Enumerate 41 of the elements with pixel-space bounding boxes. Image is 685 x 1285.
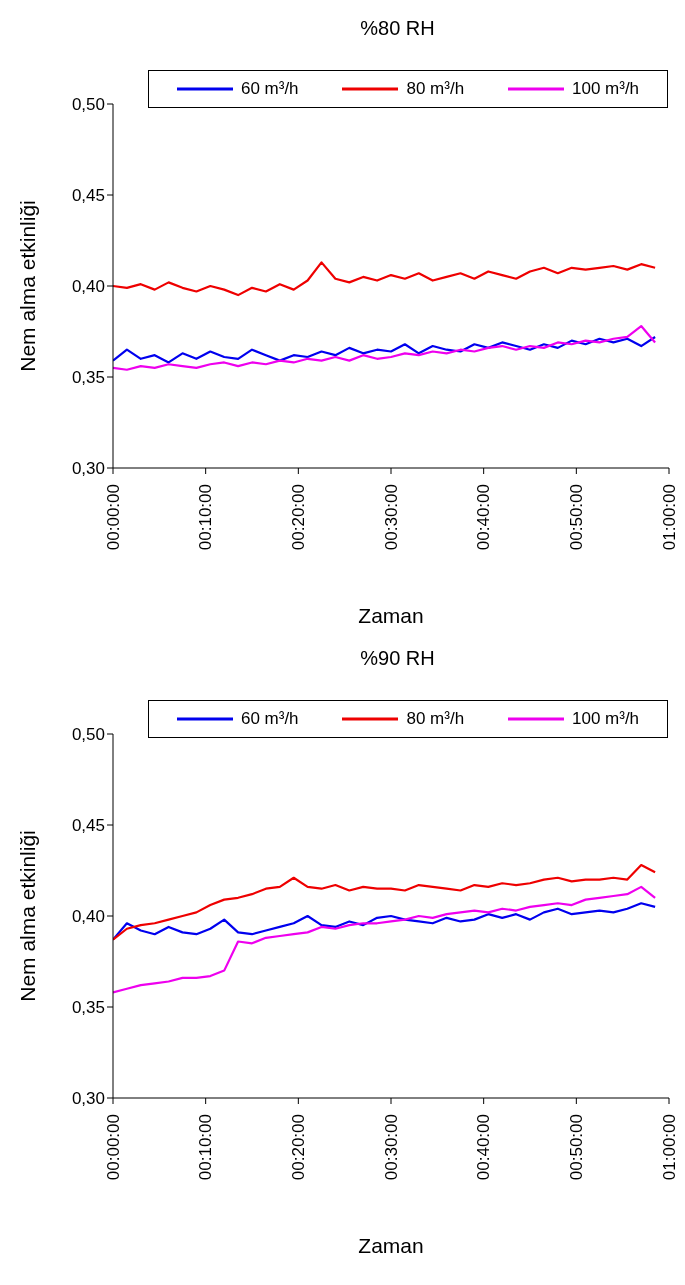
y-tick-label: 0,30 <box>71 459 105 479</box>
x-tick-label: 00:10:00 <box>196 1114 216 1181</box>
x-tick-label: 01:00:00 <box>659 1114 679 1181</box>
x-tick-label: 00:50:00 <box>566 1114 586 1181</box>
legend-label: 80 m³/h <box>406 709 465 729</box>
y-tick-label: 0,50 <box>71 95 105 115</box>
y-tick-label: 0,40 <box>71 277 105 297</box>
legend-label: 80 m³/h <box>406 79 465 99</box>
y-tick-label: 0,40 <box>71 907 105 927</box>
x-tick-label: 00:20:00 <box>288 1114 308 1181</box>
line-series <box>113 885 657 994</box>
legend-label: 100 m³/h <box>571 79 640 99</box>
y-tick-label: 0,35 <box>71 998 105 1018</box>
x-tick-label: 00:40:00 <box>474 1114 494 1181</box>
x-tick-label: 00:30:00 <box>381 1114 401 1181</box>
x-tick-label: 00:30:00 <box>381 484 401 551</box>
line-series <box>113 261 657 297</box>
chart-title: %90 RH <box>359 646 436 671</box>
x-axis-title: Zaman <box>358 1234 424 1257</box>
legend-label: 100 m³/h <box>571 709 640 729</box>
x-tick-label: 00:00:00 <box>103 1114 123 1181</box>
line-series <box>113 863 657 941</box>
y-tick-label: 0,45 <box>71 186 105 206</box>
x-tick-label: 00:40:00 <box>474 484 494 551</box>
x-axis-title: Zaman <box>358 604 424 627</box>
y-tick-label: 0,30 <box>71 1089 105 1109</box>
line-series <box>113 324 657 371</box>
y-axis-title: Nem alma etkinliği <box>16 200 40 372</box>
x-tick-label: 00:00:00 <box>103 484 123 551</box>
legend-label: 60 m³/h <box>240 79 299 99</box>
y-tick-label: 0,45 <box>71 816 105 836</box>
x-tick-label: 00:10:00 <box>196 484 216 551</box>
x-tick-label: 00:50:00 <box>566 484 586 551</box>
x-tick-label: 01:00:00 <box>659 484 679 551</box>
legend-label: 60 m³/h <box>240 709 299 729</box>
y-tick-label: 0,35 <box>71 368 105 388</box>
y-tick-label: 0,50 <box>71 725 105 745</box>
line-series <box>113 335 657 364</box>
x-tick-label: 00:20:00 <box>288 484 308 551</box>
chart-title: %80 RH <box>359 16 436 41</box>
y-axis-title: Nem alma etkinliği <box>16 830 40 1002</box>
